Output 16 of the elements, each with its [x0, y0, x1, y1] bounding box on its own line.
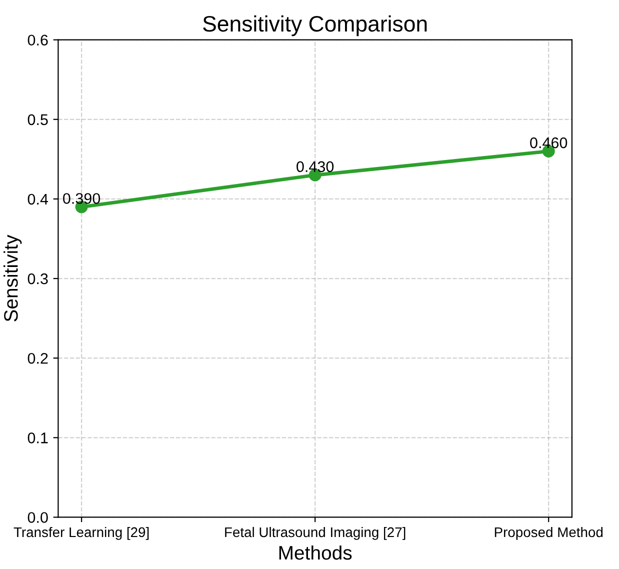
- data-label: 0.390: [63, 193, 100, 204]
- y-axis-title: Sensitivity: [4, 234, 22, 322]
- data-label: 0.430: [296, 161, 334, 172]
- y-tick-label: 0.3: [28, 273, 48, 284]
- x-tick-label: Transfer Learning [29]: [14, 526, 149, 540]
- y-tick-label: 0.5: [28, 114, 48, 126]
- x-axis-title: Methods: [279, 545, 352, 560]
- y-tick-label: 0.0: [28, 512, 48, 523]
- data-label: 0.460: [530, 137, 568, 148]
- y-tick-label: 0.4: [28, 194, 48, 205]
- y-tick-label: 0.6: [28, 34, 48, 46]
- chart-title: Sensitivity Comparison: [203, 15, 427, 36]
- y-tick-label: 0.1: [28, 432, 48, 444]
- y-tick-label: 0.2: [28, 352, 48, 364]
- x-tick-label: Proposed Method: [494, 526, 603, 540]
- x-tick-label: Fetal Ultrasound Imaging [27]: [225, 526, 406, 540]
